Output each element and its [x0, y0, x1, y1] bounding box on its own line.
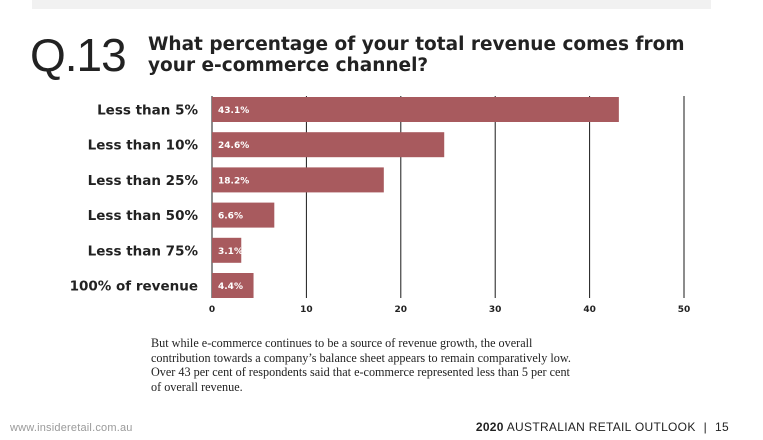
footer-separator: |	[703, 420, 708, 434]
x-tick-label: 50	[678, 305, 691, 315]
bar	[212, 273, 254, 298]
question-number: Q.13	[30, 29, 127, 81]
question-title: What percentage of your total revenue co…	[148, 34, 685, 76]
publication-footer: 2020 AUSTRALIAN RETAIL OUTLOOK | 15	[476, 420, 729, 434]
x-tick-label: 20	[395, 305, 408, 315]
x-tick-label: 30	[489, 305, 502, 315]
bar	[212, 132, 445, 158]
footer-publication: AUSTRALIAN RETAIL OUTLOOK	[506, 420, 696, 434]
category-label: Less than 75%	[88, 243, 199, 259]
footer-year: 2020	[475, 420, 504, 434]
website-url: www.insideretail.com.au	[10, 422, 133, 434]
caption-text: But while e-commerce continues to be a s…	[151, 336, 571, 394]
bar	[212, 202, 275, 228]
x-tick-label: 40	[583, 305, 596, 315]
top-band	[32, 0, 711, 9]
bar	[212, 97, 619, 122]
x-tick-label: 0	[209, 305, 215, 315]
category-label: Less than 10%	[88, 138, 199, 154]
category-label: Less than 50%	[88, 208, 199, 224]
bar-value-label: 18.2%	[218, 176, 249, 186]
category-label: 100% of revenue	[70, 279, 198, 295]
bar-value-label: 6.6%	[218, 212, 243, 222]
x-tick-label: 10	[300, 305, 313, 315]
bar-value-label: 24.6%	[218, 141, 249, 151]
bar	[212, 237, 242, 263]
page-number: 15	[715, 420, 729, 434]
bar	[212, 167, 384, 193]
bar-value-label: 43.1%	[218, 106, 249, 116]
bar-value-label: 4.4%	[218, 282, 243, 292]
category-label: Less than 5%	[97, 103, 198, 119]
category-label: Less than 25%	[88, 173, 199, 189]
bar-value-label: 3.1%	[218, 247, 243, 257]
